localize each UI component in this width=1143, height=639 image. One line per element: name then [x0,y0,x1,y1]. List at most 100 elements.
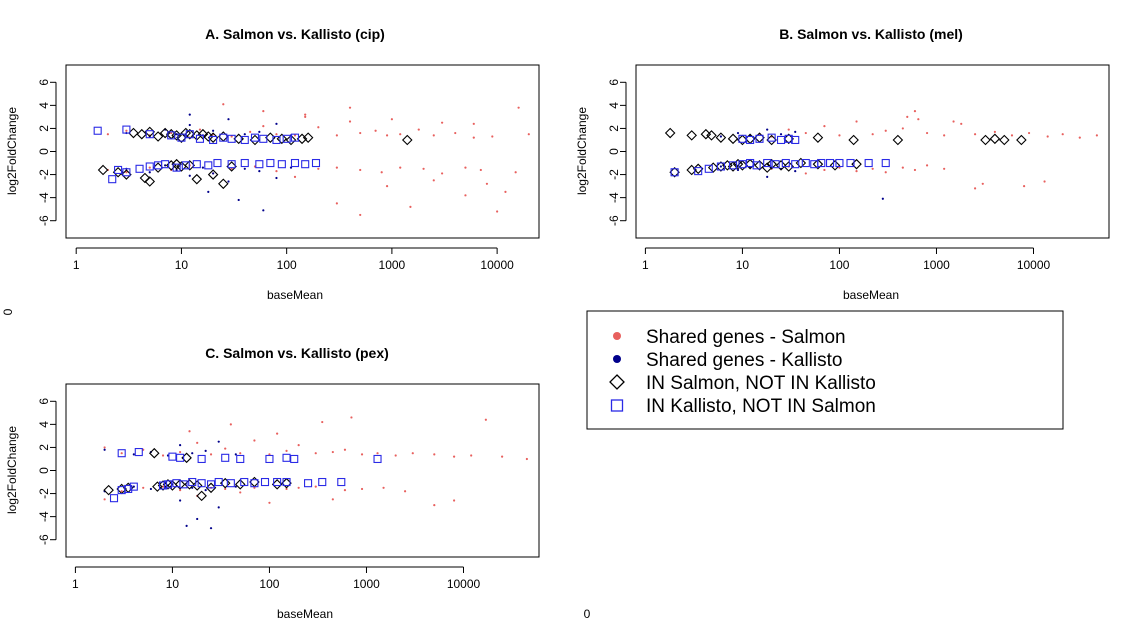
panel-c-frame [65,383,540,558]
panel-a-y-tick-label: -2 [37,169,51,180]
panel-a-y-tick-label: 2 [37,125,51,132]
panel-a-x-tick-label: 100 [277,258,297,272]
panel-a-point [335,166,338,169]
panel-a-x-tick-label: 10000 [480,258,514,272]
panel-a-point [385,185,389,188]
panel-a-square-point [114,165,123,175]
panel-b-point [794,130,797,133]
panel-a-point [485,182,489,185]
panel-a-point [390,118,393,121]
panel-b-square-point [864,158,873,168]
panel-a-square-point [209,135,218,145]
panel-c-point [501,455,504,458]
panel-a-y-tick-label: -4 [37,192,51,203]
panel-c-point [120,490,123,493]
panel-c-series-0 [103,416,528,507]
panel-a-point [188,174,191,177]
panel-c-point [331,498,334,501]
panel-c-point [452,455,456,458]
panel-a-point [164,164,167,167]
panel-a-series-2 [97,126,413,190]
panel-a-point [527,133,530,136]
panel-b-square-point [738,134,747,143]
panel-b-diamond-point [999,134,1010,146]
panel-a-square-point [266,158,275,168]
legend-label-salmon: Shared genes - Salmon [646,327,846,348]
panel-c-ylabel: log2FoldChange [5,426,19,514]
panel-b-diamond-point [715,132,727,143]
panel-b-diamond-point [664,127,676,139]
panel-b-diamond-point [989,133,1001,145]
panel-c-point [350,416,353,419]
panel-a-title: A. Salmon vs. Kallisto (cip) [205,26,385,42]
panel-c-point [161,485,165,488]
panel-c-square-point [265,454,274,464]
panel-c-point [382,486,385,489]
panel-a-diamond-point [197,128,209,140]
panel-c-square-point [124,484,133,494]
panel-c-point [196,517,199,521]
panel-c-point [343,489,347,492]
panel-b-x-tick-label: 1 [642,258,649,272]
panel-c-point [234,453,237,456]
panel-a-point [237,198,240,202]
stray-label-bottom: 0 [584,607,591,621]
panel-a-point [422,167,425,170]
panel-a-point [188,123,191,127]
panel-a-point [262,110,265,113]
panel-a-point [230,167,233,170]
panel-b-y-tick-label: -6 [607,215,621,226]
panel-a-point [106,133,109,136]
panel-b-series-3 [670,133,890,177]
panel-a-point [432,134,435,137]
panel-c-point [268,501,271,504]
panel-a-square-point [240,158,249,168]
panel-c-series-1 [103,440,237,530]
panel-a-point [230,135,233,138]
panel-b-square-point [846,158,855,168]
panel-c-y-tick-label: -4 [37,511,51,522]
panel-a-square-point [240,135,249,145]
panel-c: C. Salmon vs. Kallisto (pex) baseMean lo… [5,345,540,621]
panel-a-square-point [227,160,236,169]
panel-a-square-point [192,160,201,169]
panel-a-square-point [177,133,186,142]
panel-a-diamond-point [97,164,109,176]
panel-b-point [1061,133,1064,136]
panel-a-point [517,106,520,109]
panel-c-point [276,432,279,435]
panel-b-point [901,127,904,130]
panel-a-point [148,166,151,169]
legend-label-salmon-only: IN Salmon, NOT IN Kallisto [646,373,876,394]
panel-b-diamond-point [812,158,824,170]
panel-a-point [464,166,467,169]
panel-c-point [196,441,199,444]
panel-a-diamond-point [207,169,219,180]
panel-a-square-point [311,158,321,168]
panel-c-point [132,485,135,488]
panel-a-square-point [272,135,281,145]
panel-b-point [871,167,874,170]
panel-c-square-point [188,477,197,487]
panel-c-point [217,440,220,443]
panel-a-point [304,113,307,116]
legend-kallisto-marker [613,355,621,363]
panel-a-point [275,133,278,136]
panel-b-point [719,165,723,168]
panel-a-point [125,129,128,132]
panel-c-diamond-point [152,481,163,492]
panel-a-diamond-point [191,173,203,185]
panel-c-point [343,448,347,451]
panel-c-x-tick-label: 10000 [447,577,481,591]
panel-b-square-point [817,158,826,168]
panel-a-diamond-point [218,178,229,190]
panel-c-square-point [176,453,185,462]
panel-b-diamond-point [766,158,777,170]
panel-c-y-tick-label: 0 [37,467,51,474]
panel-c-diamond-point [196,490,207,502]
panel-c-diamond-point [103,484,114,496]
panel-a-y-tick-label: 4 [37,102,51,109]
panel-c-point [484,418,487,421]
panel-a-point [380,171,383,174]
panel-a-square-point [255,160,264,169]
